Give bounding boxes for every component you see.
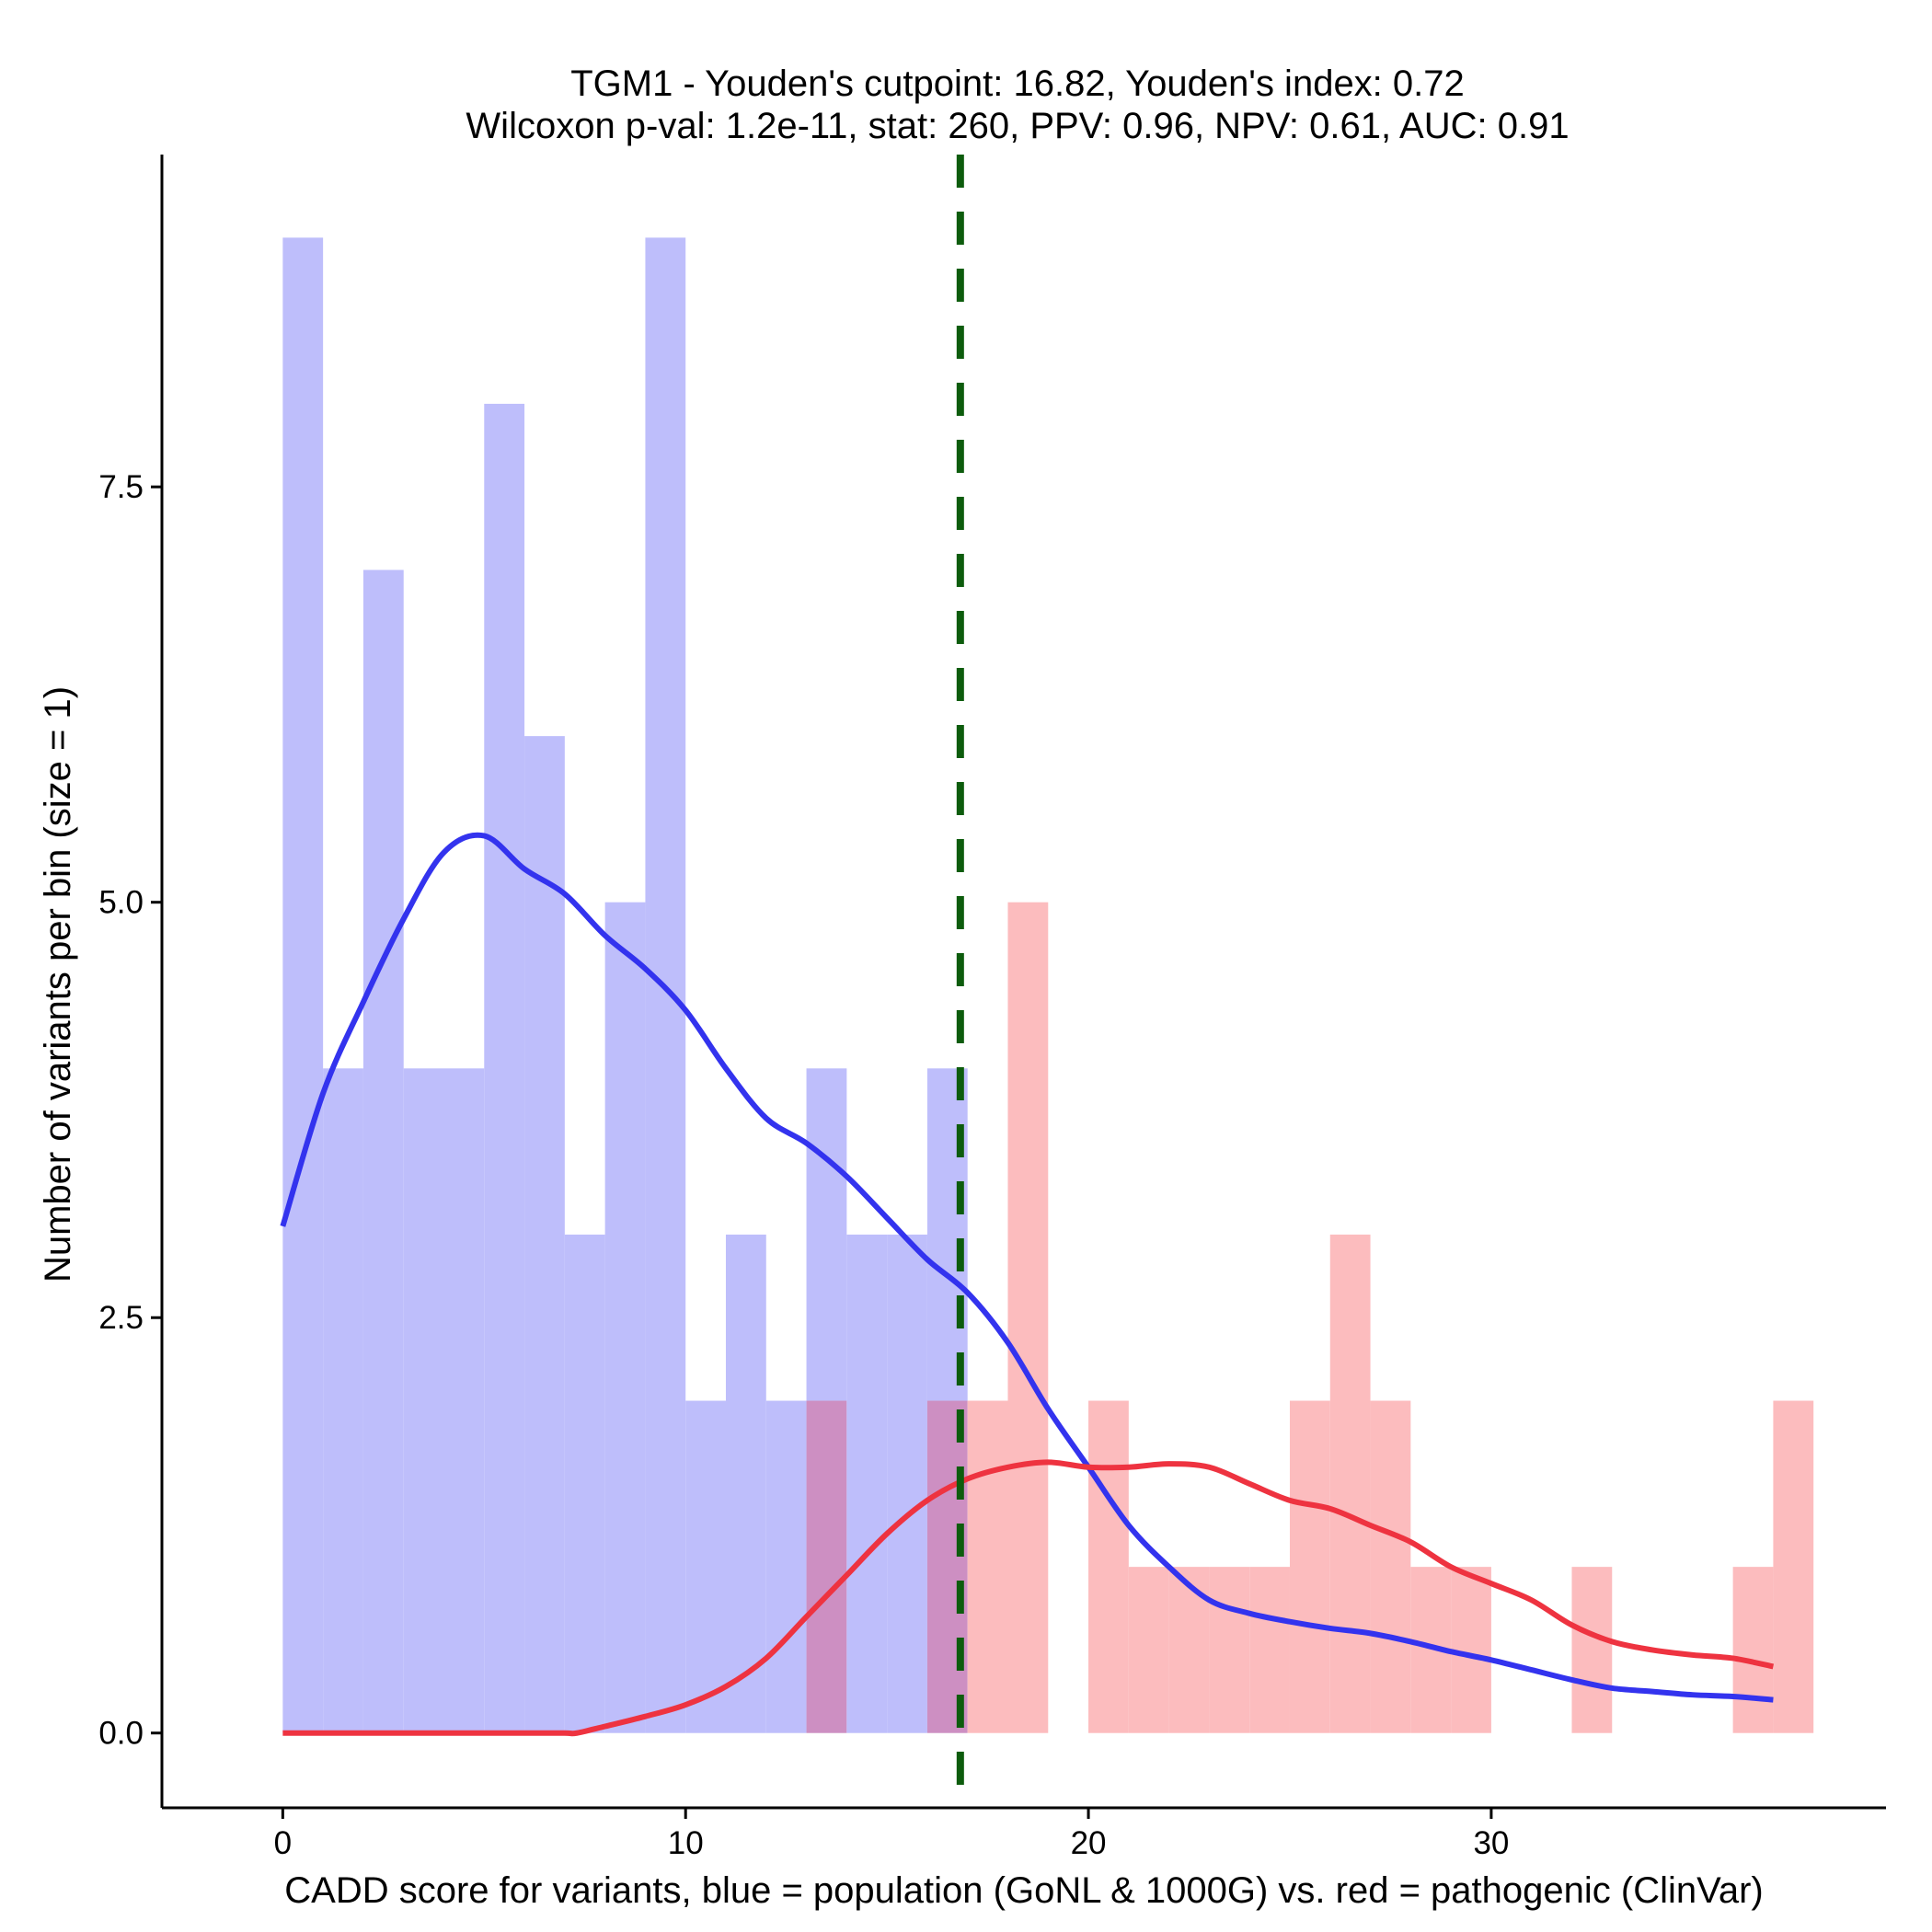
pathogenic-bar-25 [1289, 1400, 1330, 1733]
density-lines-layer [280, 832, 1775, 1737]
y-tick-label: 2.5 [98, 1300, 144, 1336]
pathogenic-bar-26 [1329, 1234, 1371, 1733]
population-bar-2 [362, 569, 404, 1733]
population-bar-13 [806, 1068, 847, 1401]
axes-layer: 0 10 20 30 0.0 2.5 5.0 7.5 [98, 155, 1886, 1861]
pathogenic-bar-32 [1571, 1567, 1613, 1733]
pathogenic-bar-27 [1370, 1400, 1411, 1733]
pathogenic-bar-20 [1088, 1400, 1129, 1733]
pathogenic-bar-37 [1773, 1400, 1814, 1733]
y-tick-label: 7.5 [98, 469, 144, 505]
y-tick-label: 5.0 [98, 885, 144, 921]
population-bar-8 [604, 902, 646, 1733]
overlap-bar-16 [926, 1400, 968, 1733]
pathogenic-bar-17 [967, 1400, 1008, 1733]
overlap-bar-13 [806, 1400, 847, 1733]
chart-title-line-2: Wilcoxon p-val: 1.2e-11, stat: 260, PPV:… [466, 106, 1569, 146]
x-tick-label: 20 [1071, 1825, 1107, 1861]
x-tick-label: 10 [668, 1825, 704, 1861]
pathogenic-bar-29 [1451, 1567, 1491, 1733]
y-tick-label: 0.0 [98, 1716, 144, 1752]
pathogenic-density-line [282, 1459, 1775, 1737]
bars-layer [282, 237, 1814, 1733]
population-bar-14 [846, 1234, 888, 1733]
population-bar-6 [524, 736, 565, 1733]
population-bar-16 [926, 1068, 968, 1401]
x-axis-label: CADD score for variants, blue = populati… [284, 1870, 1763, 1911]
x-tick-label: 30 [1473, 1825, 1509, 1861]
population-bar-3 [403, 1068, 444, 1733]
population-bar-1 [323, 1068, 363, 1733]
x-tick-label: 0 [274, 1825, 292, 1861]
pathogenic-bar-36 [1732, 1567, 1774, 1733]
population-bar-7 [564, 1234, 605, 1733]
population-bar-15 [887, 1234, 927, 1733]
population-bar-12 [765, 1400, 807, 1733]
population-bar-5 [484, 403, 525, 1733]
y-axis-label: Number of variants per bin (size = 1) [38, 686, 78, 1282]
pathogenic-bar-22 [1168, 1567, 1210, 1733]
population-density-line [280, 832, 1774, 1703]
population-bar-11 [725, 1234, 766, 1733]
chart-title-line-1: TGM1 - Youden's cutpoint: 16.82, Youden'… [570, 63, 1465, 104]
pathogenic-bar-18 [1007, 902, 1049, 1733]
pathogenic-bar-23 [1209, 1567, 1250, 1733]
pathogenic-bar-21 [1128, 1567, 1169, 1733]
population-bar-10 [685, 1400, 726, 1733]
population-bar-4 [443, 1068, 485, 1733]
population-bar-0 [282, 237, 324, 1733]
pathogenic-bar-24 [1249, 1567, 1290, 1733]
